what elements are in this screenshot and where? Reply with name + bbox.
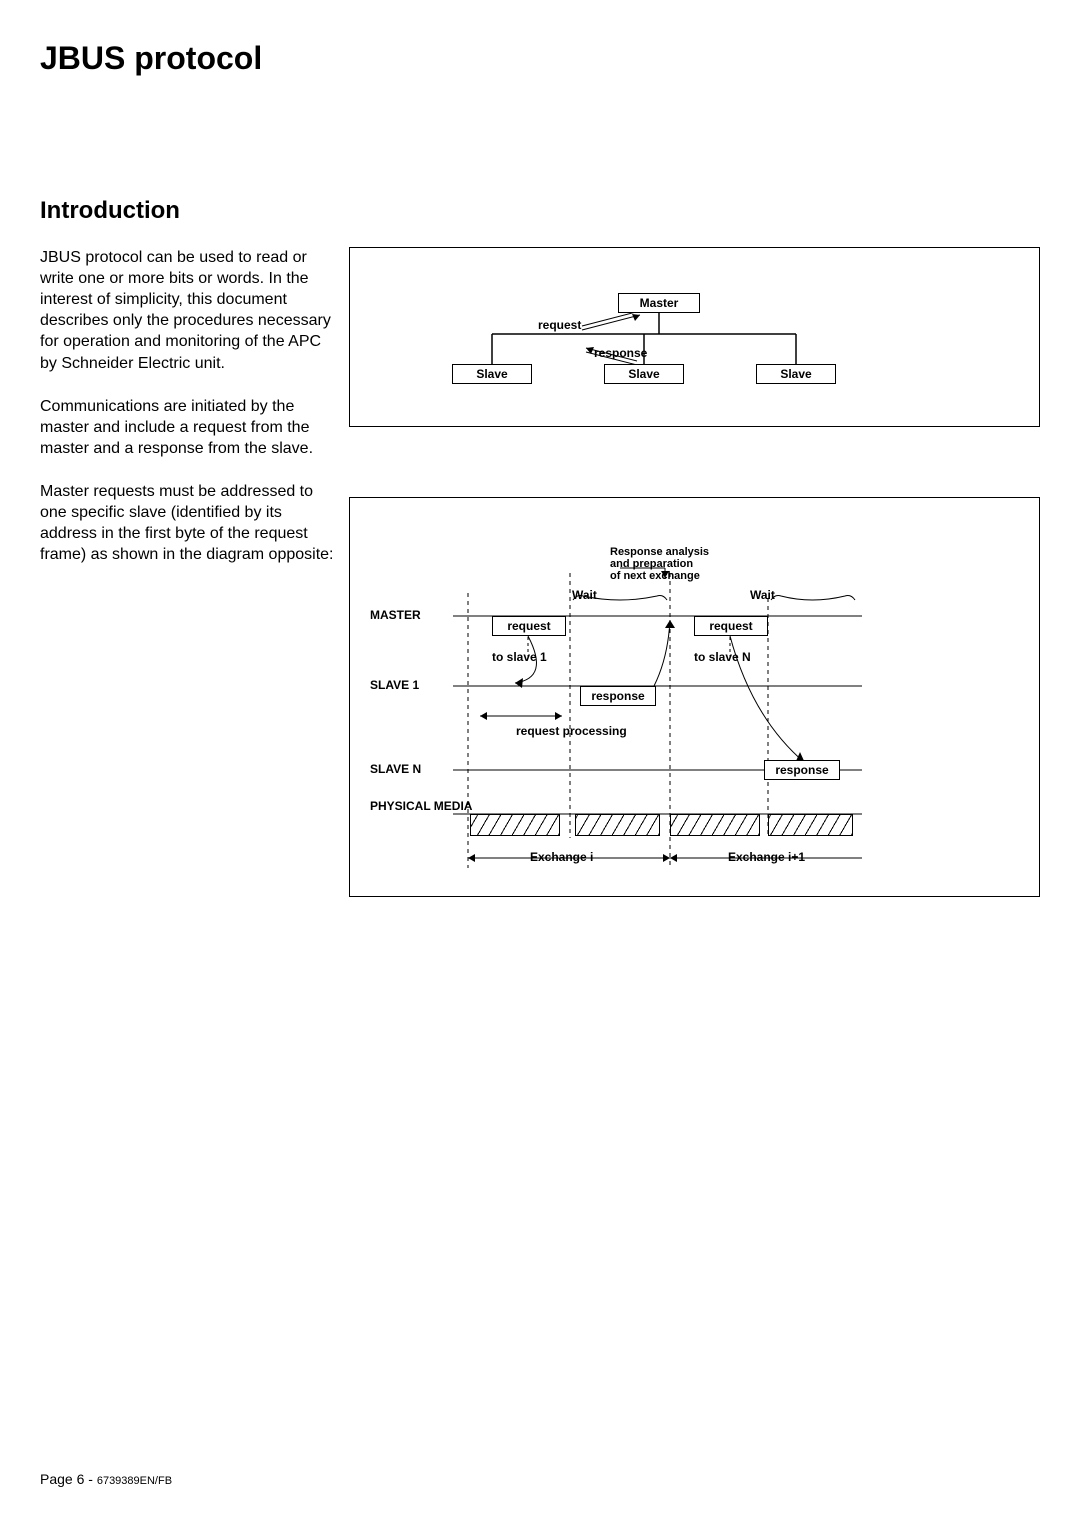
media-hatch-2 [575, 814, 660, 836]
footer: Page 6 - 6739389EN/FB [40, 1471, 172, 1487]
to-slave-1-label: to slave 1 [492, 650, 547, 664]
master-box: Master [618, 293, 700, 313]
page-title: JBUS protocol [40, 40, 1040, 77]
to-slave-n-label: to slave N [694, 650, 751, 664]
slave-box-3: Slave [756, 364, 836, 384]
diagrams: Master Slave Slave Slave request respons… [349, 247, 1040, 967]
row-slaveN-label: SLAVE N [370, 762, 421, 776]
slave-box-1: Slave [452, 364, 532, 384]
response-label: response [594, 346, 647, 360]
section-title: Introduction [40, 197, 1040, 225]
row-slave1-label: SLAVE 1 [370, 678, 419, 692]
doc-ref: 6739389EN/FB [97, 1475, 172, 1487]
media-hatch-4 [768, 814, 853, 836]
resp-analysis-label: Response analysis and preparation of nex… [610, 546, 709, 582]
request-label: request [538, 318, 581, 332]
wait-label-1: Wait [572, 588, 597, 602]
exchange-i1-label: Exchange i+1 [728, 850, 805, 864]
content: JBUS protocol can be used to read or wri… [40, 247, 1040, 967]
row-media-label: PHYSICAL MEDIA [370, 800, 472, 813]
response-box-1: response [580, 686, 656, 706]
exchange-i-label: Exchange i [530, 850, 593, 864]
media-hatch-1 [470, 814, 560, 836]
page-number: Page 6 - [40, 1471, 97, 1487]
body-text: JBUS protocol can be used to read or wri… [40, 247, 335, 967]
paragraph-3: Master requests must be addressed to one… [40, 481, 335, 565]
wait-label-2: Wait [750, 588, 775, 602]
paragraph-1: JBUS protocol can be used to read or wri… [40, 247, 335, 374]
row-master-label: MASTER [370, 608, 421, 622]
paragraph-2: Communications are initiated by the mast… [40, 396, 335, 459]
request-box-1: request [492, 616, 566, 636]
diagram-timing: MASTER SLAVE 1 SLAVE N PHYSICAL MEDIA Re… [349, 497, 1040, 897]
response-box-2: response [764, 760, 840, 780]
media-hatch-3 [670, 814, 760, 836]
diagram1-lines [350, 248, 880, 428]
slave-box-2: Slave [604, 364, 684, 384]
diagram-master-slaves: Master Slave Slave Slave request respons… [349, 247, 1040, 427]
request-box-2: request [694, 616, 768, 636]
request-processing-label: request processing [516, 724, 627, 738]
